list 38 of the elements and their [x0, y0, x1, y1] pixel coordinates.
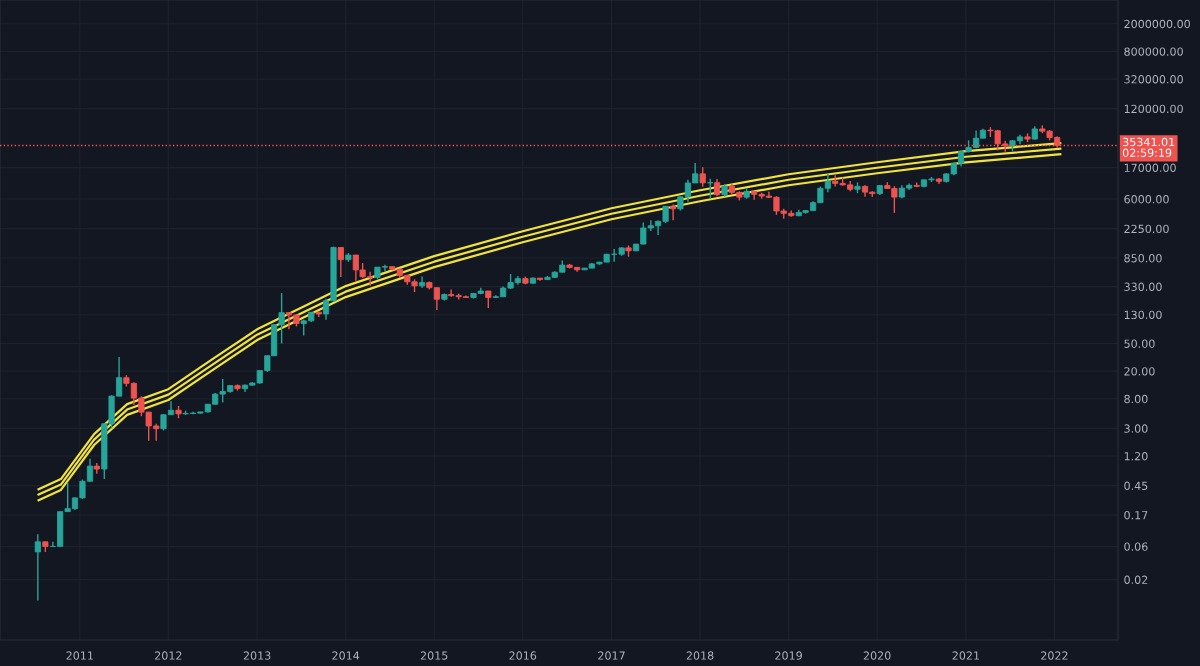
candlestick: [337, 246, 344, 278]
y-tick-label: 3.00: [1124, 424, 1148, 433]
y-tick-label: 2250.00: [1124, 224, 1169, 234]
y-tick-label: 2000000.00: [1124, 19, 1190, 29]
candlestick: [699, 166, 706, 188]
y-tick-label: 50.00: [1124, 339, 1155, 348]
y-tick-label: 0.06: [1124, 542, 1148, 551]
y-tick-label: 0.45: [1124, 481, 1148, 491]
x-tick-label: 2021: [952, 651, 980, 660]
y-tick-label: 0.02: [1124, 575, 1148, 584]
x-tick-label: 2017: [598, 651, 625, 660]
y-tick-label: 1.20: [1124, 452, 1148, 461]
x-tick-label: 2013: [243, 651, 271, 660]
x-tick-label: 2022: [1041, 651, 1068, 660]
y-tick-label: 850.00: [1124, 254, 1162, 263]
x-tick-label: 2020: [863, 651, 891, 660]
ref-line-label: 35341.01: [1123, 137, 1175, 147]
y-tick-label: 800000.00: [1124, 47, 1183, 56]
candlestick: [707, 177, 714, 200]
x-tick-label: 2019: [775, 651, 802, 660]
candlestick: [670, 203, 677, 221]
x-tick-label: 2014: [332, 651, 360, 660]
y-tick-label: 330.00: [1124, 282, 1162, 291]
y-tick-label: 130.00: [1124, 310, 1162, 320]
y-tick-label: 8.00: [1124, 394, 1148, 404]
y-tick-label: 0.17: [1124, 510, 1148, 520]
candlestick: [34, 533, 41, 602]
x-tick-label: 2011: [66, 651, 93, 660]
y-tick-label: 6000.00: [1124, 195, 1169, 204]
y-tick-label: 120000.00: [1124, 104, 1183, 114]
x-tick-label: 2016: [509, 651, 537, 660]
x-tick-label: 2018: [686, 651, 714, 660]
y-tick-label: 20.00: [1124, 367, 1155, 376]
text: 02:59:19: [1122, 148, 1172, 157]
y-tick-label: 320000.00: [1124, 75, 1183, 84]
x-tick-label: 2012: [155, 651, 182, 660]
x-tick-label: 2015: [420, 651, 448, 660]
y-tick-label: 17000.00: [1124, 163, 1176, 173]
